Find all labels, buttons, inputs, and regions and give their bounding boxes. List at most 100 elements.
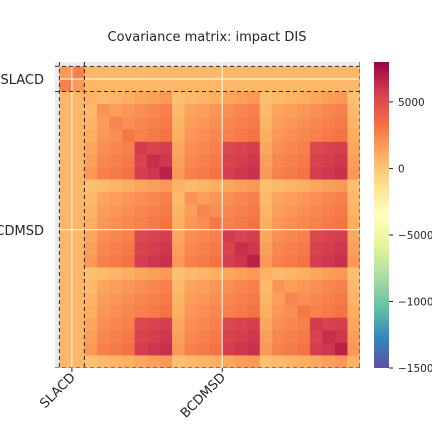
- heatmap-cell: [209, 267, 223, 281]
- heatmap-cell: [197, 267, 210, 281]
- heatmap-cell: [297, 317, 311, 331]
- heatmap-cells: [59, 66, 360, 368]
- heatmap-cell: [122, 355, 135, 368]
- heatmap-cell: [197, 192, 210, 205]
- heatmap-cell: [109, 66, 123, 80]
- heatmap-cell: [59, 254, 73, 268]
- heatmap-cell: [322, 317, 336, 331]
- heatmap-cell: [284, 154, 298, 168]
- heatmap-cell: [71, 141, 85, 155]
- heatmap-cell: [297, 129, 311, 143]
- heatmap-cell: [172, 229, 185, 243]
- heatmap-cell: [309, 104, 323, 117]
- heatmap-cell: [172, 305, 185, 319]
- heatmap-cell: [184, 305, 198, 319]
- heatmap-cell: [297, 154, 311, 168]
- heatmap-cell: [272, 242, 286, 256]
- heatmap-cell: [134, 355, 148, 368]
- heatmap-cell: [347, 179, 360, 193]
- heatmap-cell: [222, 179, 236, 193]
- heatmap-cell: [347, 280, 360, 293]
- heatmap-cell: [134, 292, 148, 306]
- heatmap-cell: [109, 317, 123, 331]
- heatmap-cell: [247, 192, 261, 205]
- heatmap-cell: [84, 78, 98, 92]
- heatmap-cell: [122, 91, 135, 105]
- heatmap-cell: [147, 129, 160, 143]
- heatmap-cell: [71, 129, 85, 143]
- heatmap-cell: [322, 66, 336, 80]
- colorbar-tick-label: 5000: [398, 97, 425, 109]
- heatmap-cell: [284, 91, 298, 105]
- heatmap-cell: [147, 141, 160, 155]
- heatmap-cell: [234, 179, 248, 193]
- heatmap-cell: [322, 116, 336, 130]
- heatmap-cell: [284, 229, 298, 243]
- heatmap-cell: [334, 305, 348, 319]
- heatmap-cell: [109, 141, 123, 155]
- heatmap-cell: [147, 280, 160, 293]
- heatmap-cell: [284, 342, 298, 356]
- gridlines: [55, 62, 360, 368]
- heatmap-cell: [172, 217, 185, 231]
- heatmap-cell: [259, 116, 273, 130]
- heatmap-cell: [347, 317, 360, 331]
- heatmap-cell: [122, 317, 135, 331]
- heatmap-cell: [247, 292, 261, 306]
- heatmap-cell: [259, 342, 273, 356]
- heatmap-cell: [284, 192, 298, 205]
- heatmap-cell: [134, 78, 148, 92]
- heatmap-cell: [247, 91, 261, 105]
- heatmap-cell: [272, 342, 286, 356]
- heatmap-cell: [272, 91, 286, 105]
- heatmap-cell: [71, 192, 85, 205]
- heatmap-cell: [122, 141, 135, 155]
- heatmap-cell: [159, 141, 173, 155]
- heatmap-cell: [96, 166, 110, 180]
- heatmap-cell: [109, 305, 123, 319]
- heatmap-cell: [209, 179, 223, 193]
- heatmap-cell: [96, 254, 110, 268]
- heatmap-cell: [71, 355, 85, 368]
- heatmap-cell: [347, 166, 360, 180]
- heatmap-cell: [159, 254, 173, 268]
- heatmap-cell: [209, 116, 223, 130]
- heatmap-cell: [71, 204, 85, 218]
- heatmap-cell: [259, 141, 273, 155]
- heatmap-cell: [334, 116, 348, 130]
- heatmap-cell: [122, 217, 135, 231]
- heatmap-cell: [234, 166, 248, 180]
- heatmap-cell: [147, 154, 160, 168]
- heatmap-cell: [309, 192, 323, 205]
- heatmap-cell: [209, 254, 223, 268]
- heatmap-cell: [322, 104, 336, 117]
- heatmap-cell: [322, 280, 336, 293]
- heatmap-cell: [309, 154, 323, 168]
- heatmap-cell: [184, 355, 198, 368]
- heatmap-cell: [222, 66, 236, 80]
- heatmap-cell: [322, 129, 336, 143]
- heatmap-cell: [184, 129, 198, 143]
- heatmap-cell: [59, 204, 73, 218]
- heatmap-cell: [222, 292, 236, 306]
- heatmap-cell: [309, 166, 323, 180]
- heatmap-cell: [71, 280, 85, 293]
- heatmap-cell: [159, 192, 173, 205]
- heatmap-cell: [334, 104, 348, 117]
- heatmap-cell: [347, 154, 360, 168]
- heatmap-cell: [209, 129, 223, 143]
- heatmap-cell: [84, 330, 98, 344]
- heatmap-cell: [234, 141, 248, 155]
- heatmap-cell: [322, 91, 336, 105]
- heatmap-cell: [222, 280, 236, 293]
- heatmap-cell: [272, 129, 286, 143]
- heatmap-cell: [234, 192, 248, 205]
- heatmap-cell: [297, 305, 311, 319]
- heatmap-cell: [184, 179, 198, 193]
- heatmap-cell: [209, 280, 223, 293]
- heatmap-cell: [172, 104, 185, 117]
- heatmap-cell: [247, 141, 261, 155]
- heatmap-cell: [184, 292, 198, 306]
- heatmap-cell: [59, 217, 73, 231]
- heatmap-cell: [122, 78, 135, 92]
